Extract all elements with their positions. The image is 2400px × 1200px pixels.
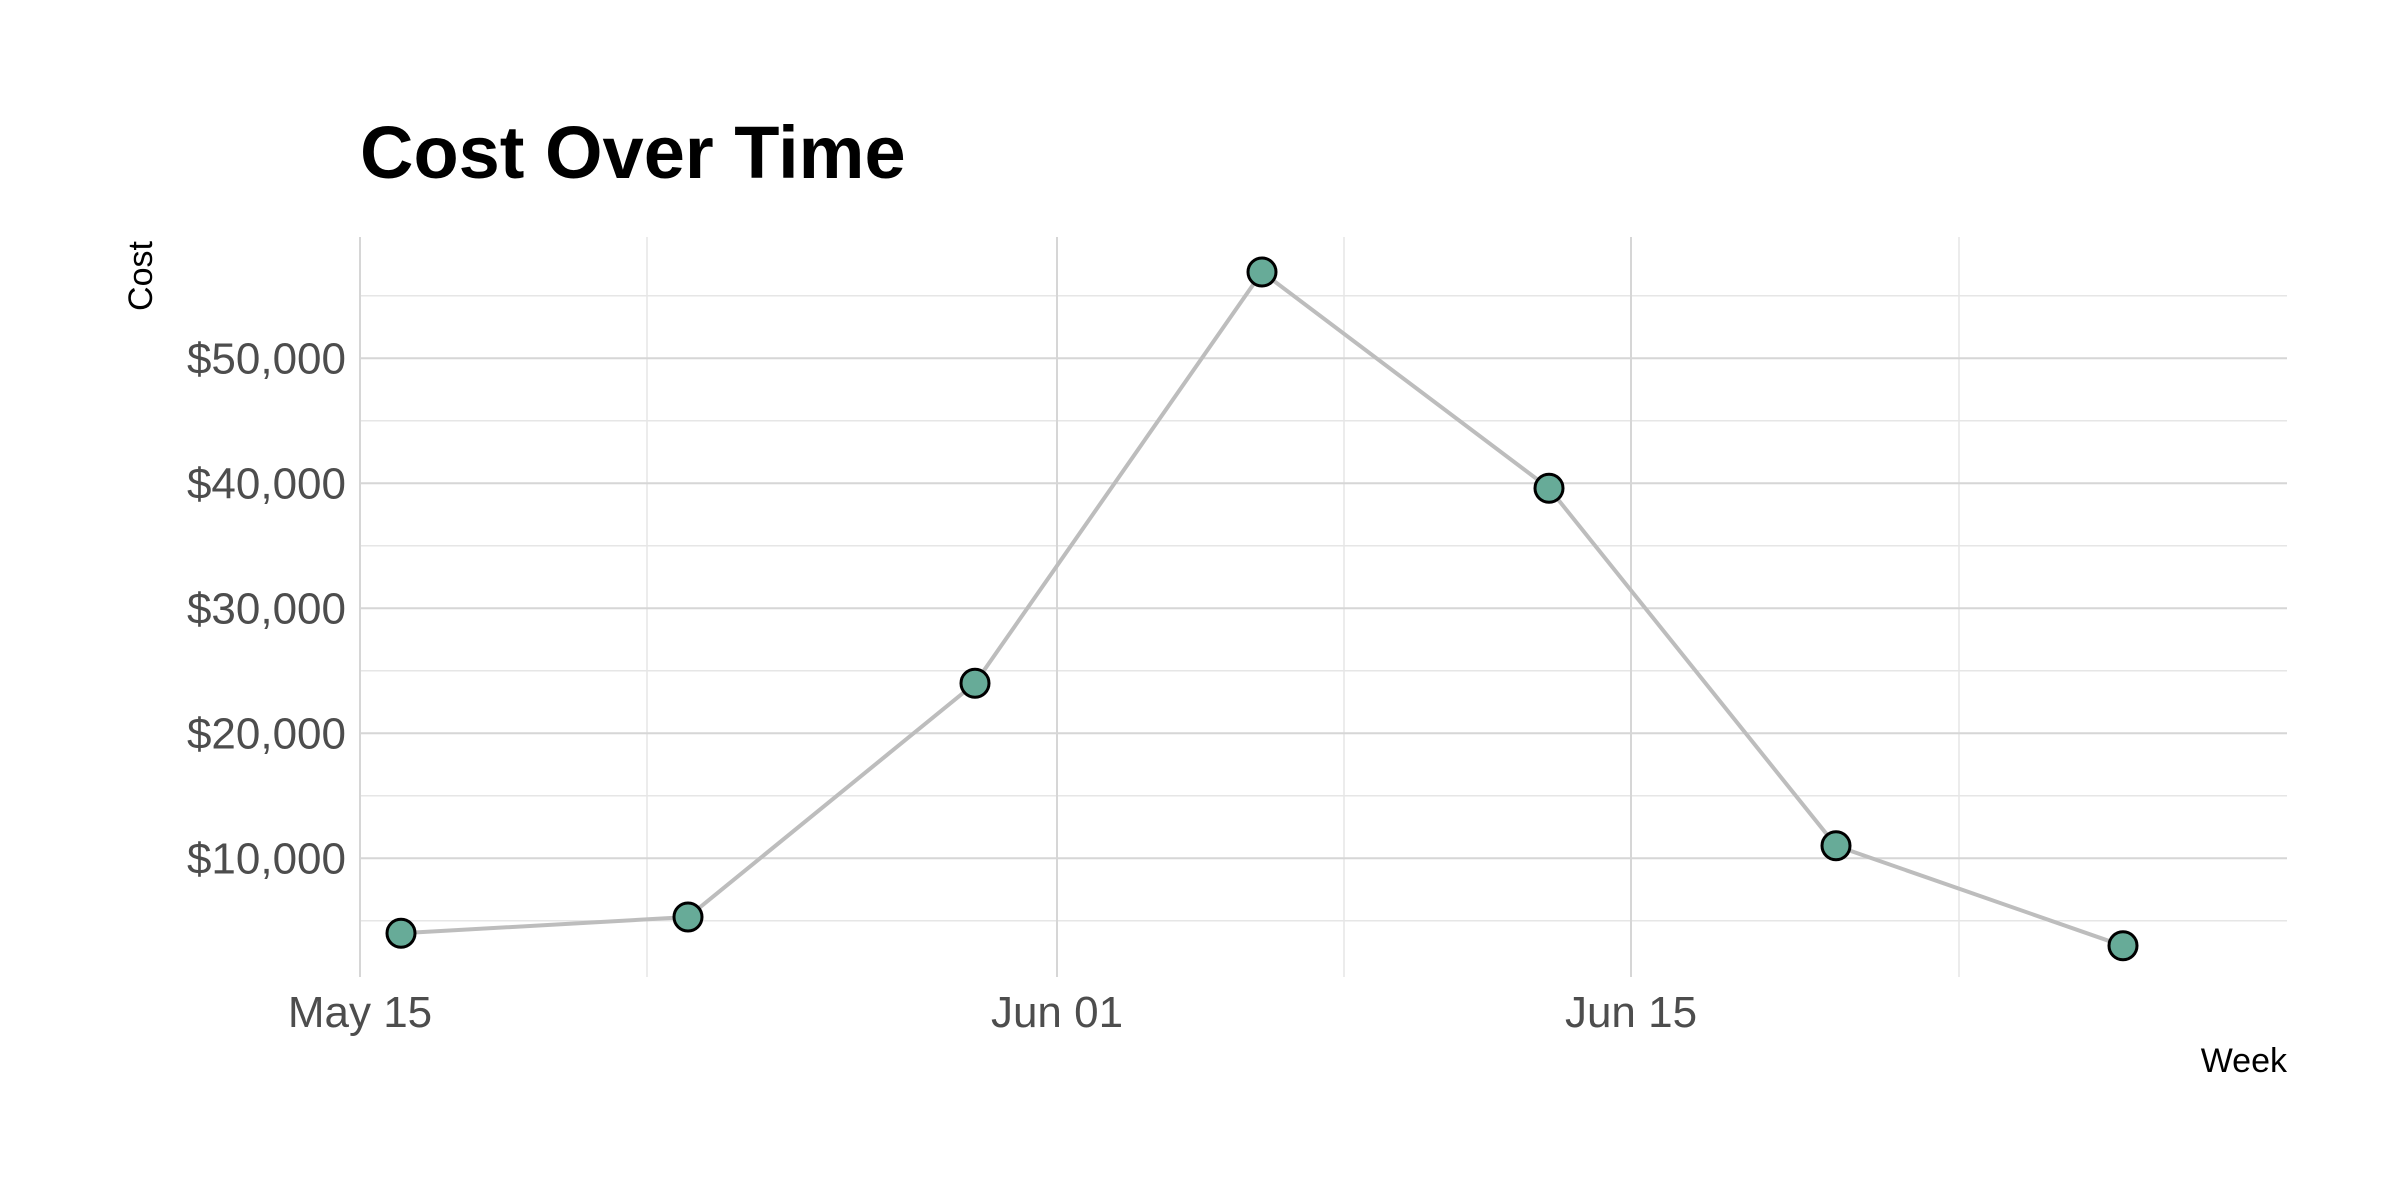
data-point bbox=[385, 917, 417, 949]
y-axis-title: Cost bbox=[122, 240, 160, 310]
data-point bbox=[1246, 256, 1278, 288]
x-tick-label: Jun 15 bbox=[1565, 988, 1697, 1037]
chart-title: Cost Over Time bbox=[360, 111, 906, 194]
data-point bbox=[2107, 930, 2139, 962]
y-tick-label: $20,000 bbox=[187, 709, 346, 758]
x-tick-label: Jun 01 bbox=[991, 988, 1123, 1037]
y-tick-labels: $10,000 $20,000 $30,000 $40,000 $50,000 bbox=[187, 334, 346, 883]
grid-major-lines bbox=[359, 237, 2287, 977]
x-tick-label: May 15 bbox=[288, 988, 432, 1037]
y-tick-label: $40,000 bbox=[187, 459, 346, 508]
data-series bbox=[385, 256, 2139, 962]
y-tick-label: $10,000 bbox=[187, 834, 346, 883]
data-point bbox=[959, 667, 991, 699]
x-tick-labels: May 15 Jun 01 Jun 15 bbox=[288, 988, 1697, 1037]
grid-minor-lines bbox=[360, 237, 2287, 977]
x-axis-title: Week bbox=[2201, 1042, 2288, 1080]
y-tick-label: $50,000 bbox=[187, 334, 346, 383]
data-point bbox=[1533, 472, 1565, 504]
data-point bbox=[672, 901, 704, 933]
y-tick-label: $30,000 bbox=[187, 584, 346, 633]
data-point bbox=[1820, 830, 1852, 862]
